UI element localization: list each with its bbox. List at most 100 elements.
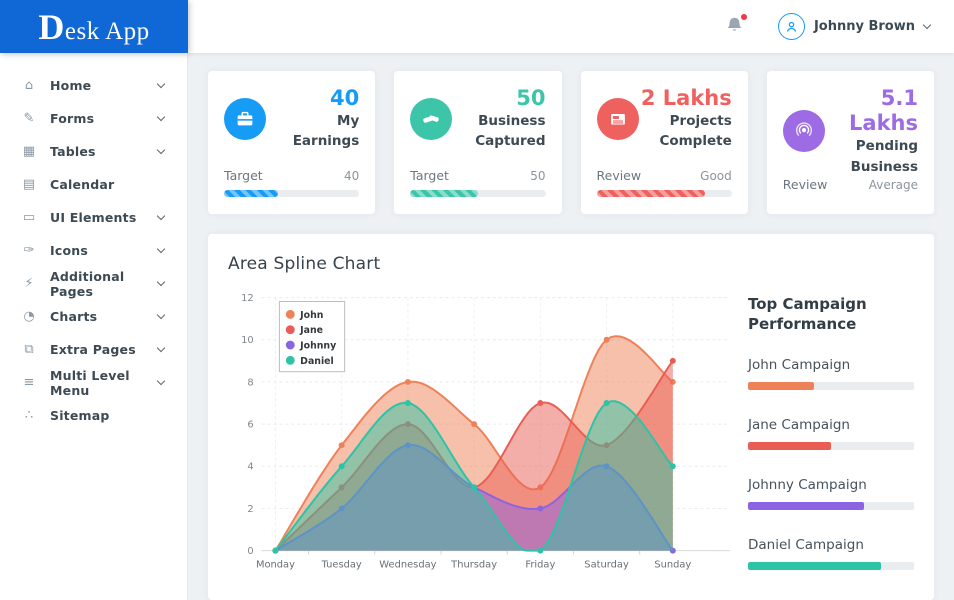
stat-cards-row: 40 My Earnings Target 40 [208, 71, 934, 214]
campaign-row-daniel: Daniel Campaign [748, 537, 914, 570]
chevron-down-icon [156, 376, 166, 386]
sidebar-item-icons[interactable]: ✑ Icons [0, 234, 187, 267]
area-spline-chart-card: Area Spline Chart 0 2 4 6 8 10 12 Monday Tuesday… [208, 234, 934, 600]
stat-label: Pending Business [850, 138, 918, 175]
area-spline-chart[interactable]: 0 2 4 6 8 10 12 Monday Tuesday Wednesday Thursday F… [228, 284, 742, 580]
stat-value: 5.1 Lakhs [849, 86, 918, 136]
newspaper-icon [596, 97, 639, 140]
meta-left: Review [596, 168, 642, 183]
sidebar-item-sitemap[interactable]: ∴ Sitemap [0, 399, 187, 432]
svg-text:0: 0 [247, 546, 253, 557]
svg-text:10: 10 [241, 335, 254, 346]
stat-label: My Earnings [292, 113, 360, 150]
chevron-down-icon [156, 310, 166, 320]
chevron-down-icon [156, 244, 166, 254]
svg-text:Daniel: Daniel [300, 356, 334, 367]
main-content: 40 My Earnings Target 40 [188, 53, 954, 600]
meta-right: 50 [530, 169, 546, 183]
table-icon: ▦ [22, 144, 36, 159]
avatar [777, 13, 805, 40]
stat-card-business-captured: 50 Business Captured Target 50 [394, 71, 562, 214]
svg-text:Friday: Friday [525, 559, 555, 570]
meta-left: Target [224, 168, 263, 183]
pencil-icon: ✎ [23, 111, 35, 126]
svg-text:Jane: Jane [299, 325, 323, 336]
podcast-icon [782, 110, 825, 153]
sidebar-item-tables[interactable]: ▦ Tables [0, 135, 187, 168]
campaign-row-jane: Jane Campaign [748, 417, 914, 450]
sidebar-item-calendar[interactable]: ▤ Calendar [0, 168, 187, 201]
svg-text:8: 8 [247, 377, 253, 388]
stat-card-pending-business: 5.1 Lakhs Pending Business Review Averag… [766, 71, 934, 214]
campaign-row-john: John Campaign [748, 357, 914, 390]
sidebar: ⌂ Home ✎ Forms ▦ Tables ▤ Calendar ▭ UI Eleme… [0, 53, 188, 600]
notifications-button[interactable] [725, 13, 747, 39]
user-menu[interactable]: Johnny Brown [777, 13, 932, 40]
panel-title: Top Campaign Performance [748, 295, 867, 334]
svg-text:Monday: Monday [256, 559, 295, 570]
sidebar-item-additional-pages[interactable]: ⚡ Additional Pages [0, 267, 187, 300]
monitor-icon: ▭ [22, 210, 36, 225]
stat-card-projects-complete: 2 Lakhs Projects Complete Review Good [580, 71, 748, 214]
svg-text:John: John [299, 310, 323, 321]
meta-left: Review [782, 176, 828, 192]
svg-text:Saturday: Saturday [584, 559, 629, 570]
campaign-row-johnny: Johnny Campaign [748, 477, 914, 510]
briefcase-icon [224, 97, 266, 140]
stat-value: 50 [516, 86, 546, 110]
sidebar-item-home[interactable]: ⌂ Home [0, 69, 187, 102]
meta-left: Target [410, 168, 449, 183]
svg-text:Wednesday: Wednesday [379, 559, 436, 570]
stat-value: 2 Lakhs [640, 86, 732, 110]
chevron-down-icon [156, 277, 166, 287]
campaign-progress [748, 561, 914, 570]
meta-right: 40 [343, 169, 360, 183]
sidebar-item-forms[interactable]: ✎ Forms [0, 102, 187, 135]
app-logo[interactable]: Desk App [0, 0, 188, 53]
calendar-icon: ▤ [22, 177, 36, 192]
campaign-progress [748, 381, 914, 390]
chevron-down-icon [156, 112, 166, 122]
svg-text:6: 6 [247, 420, 253, 431]
user-name: Johnny Brown [813, 19, 915, 34]
chevron-down-icon [156, 211, 166, 221]
top-campaign-performance-panel: Top Campaign Performance John Campaign J… [742, 250, 914, 590]
chevron-down-icon [156, 79, 166, 89]
handshake-icon [410, 97, 453, 140]
stat-label: Business Captured [475, 113, 546, 150]
review-progress [596, 190, 732, 197]
svg-text:Thursday: Thursday [450, 559, 497, 570]
top-header: Johnny Brown [188, 0, 954, 53]
meta-right: Good [700, 169, 732, 183]
svg-text:12: 12 [241, 293, 254, 304]
pie-chart-icon: ◔ [23, 309, 35, 324]
sidebar-item-extra-pages[interactable]: ⧉ Extra Pages [0, 333, 187, 366]
chevron-down-icon [922, 20, 932, 30]
sidebar-item-ui-elements[interactable]: ▭ UI Elements [0, 201, 187, 234]
home-icon: ⌂ [24, 78, 34, 93]
campaign-progress [748, 501, 914, 510]
svg-text:Johnny: Johnny [299, 340, 336, 351]
chart-legend[interactable]: John Jane Johnny Daniel [278, 301, 346, 373]
stat-value: 40 [330, 86, 360, 110]
user-icon [786, 21, 797, 32]
stat-card-my-earnings: 40 My Earnings Target 40 [208, 71, 376, 214]
sidebar-item-multi-level-menu[interactable]: ≡ Multi Level Menu [0, 366, 187, 399]
target-progress [224, 190, 360, 197]
list-icon: ≡ [23, 375, 35, 390]
sidebar-item-charts[interactable]: ◔ Charts [0, 300, 187, 333]
svg-text:Tuesday: Tuesday [321, 559, 362, 570]
meta-right: Average [868, 177, 918, 192]
plug-icon: ⚡ [24, 276, 34, 291]
target-progress [410, 190, 546, 197]
stat-label: Projects Complete [659, 113, 732, 150]
copy-icon: ⧉ [24, 342, 34, 357]
campaign-progress [748, 441, 914, 450]
chevron-down-icon [156, 343, 166, 353]
chart-title: Area Spline Chart [228, 254, 381, 274]
brush-icon: ✑ [23, 243, 35, 258]
sitemap-icon: ∴ [24, 408, 34, 423]
bell-icon [727, 17, 742, 31]
app-logo-text: Desk App [38, 6, 150, 47]
